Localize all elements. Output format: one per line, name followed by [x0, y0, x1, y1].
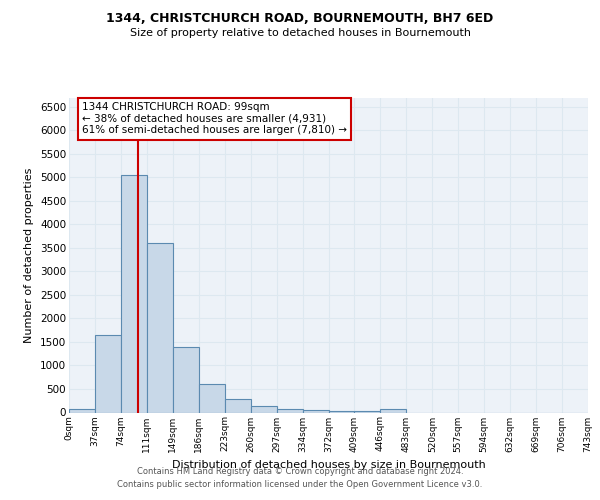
Text: Contains public sector information licensed under the Open Government Licence v3: Contains public sector information licen… [118, 480, 482, 489]
Bar [173, 347, 199, 412]
Text: Contains HM Land Registry data © Crown copyright and database right 2024.: Contains HM Land Registry data © Crown c… [137, 467, 463, 476]
X-axis label: Distribution of detached houses by size in Bournemouth: Distribution of detached houses by size … [172, 460, 485, 470]
Bar [225, 400, 251, 412]
Bar [302, 410, 329, 412]
Bar [329, 410, 355, 412]
Bar [147, 243, 173, 412]
Bar [251, 406, 277, 412]
Y-axis label: Number of detached properties: Number of detached properties [25, 168, 34, 342]
Bar [199, 384, 224, 412]
Bar [95, 335, 121, 412]
Bar [69, 409, 95, 412]
Bar [121, 175, 147, 412]
Bar [355, 411, 380, 412]
Bar [277, 408, 302, 412]
Text: 1344, CHRISTCHURCH ROAD, BOURNEMOUTH, BH7 6ED: 1344, CHRISTCHURCH ROAD, BOURNEMOUTH, BH… [106, 12, 494, 26]
Text: 1344 CHRISTCHURCH ROAD: 99sqm
← 38% of detached houses are smaller (4,931)
61% o: 1344 CHRISTCHURCH ROAD: 99sqm ← 38% of d… [82, 102, 347, 136]
Bar [380, 409, 406, 412]
Text: Size of property relative to detached houses in Bournemouth: Size of property relative to detached ho… [130, 28, 470, 38]
